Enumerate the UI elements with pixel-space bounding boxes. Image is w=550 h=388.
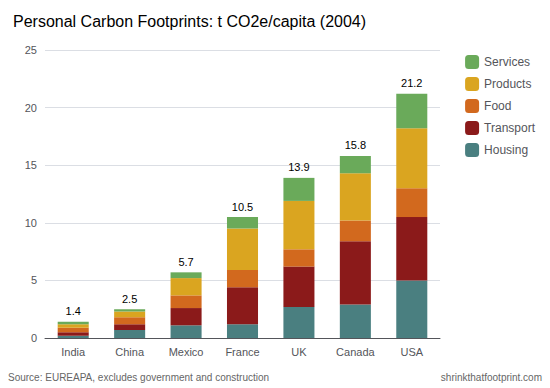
svg-text:2.5: 2.5 [122,293,137,305]
svg-text:Food: Food [484,99,511,113]
svg-text:25: 25 [25,44,37,56]
svg-text:13.9: 13.9 [288,161,309,173]
svg-text:15: 15 [25,159,37,171]
svg-text:0: 0 [31,332,37,344]
svg-text:Products: Products [484,77,531,91]
svg-text:Transport: Transport [484,121,536,135]
svg-text:21.2: 21.2 [401,77,422,89]
svg-text:India: India [61,346,86,358]
svg-text:Source: EUREAPA, excludes gove: Source: EUREAPA, excludes government and… [8,372,269,383]
svg-text:20: 20 [25,102,37,114]
svg-text:Mexico: Mexico [169,346,204,358]
svg-text:10.5: 10.5 [232,201,253,213]
svg-text:15.8: 15.8 [345,139,366,151]
svg-text:Canada: Canada [336,346,375,358]
svg-text:France: France [225,346,259,358]
svg-text:USA: USA [400,346,423,358]
svg-text:1.4: 1.4 [66,305,81,317]
svg-text:5.7: 5.7 [178,256,193,268]
svg-text:China: China [115,346,145,358]
svg-text:Housing: Housing [484,143,528,157]
svg-text:Personal Carbon Footprints: t: Personal Carbon Footprints: t CO2e/capit… [13,13,366,30]
svg-text:10: 10 [25,217,37,229]
svg-text:Services: Services [484,55,530,69]
svg-text:UK: UK [291,346,307,358]
svg-text:shrinkthatfootprint.com: shrinkthatfootprint.com [441,372,542,383]
svg-text:5: 5 [31,274,37,286]
